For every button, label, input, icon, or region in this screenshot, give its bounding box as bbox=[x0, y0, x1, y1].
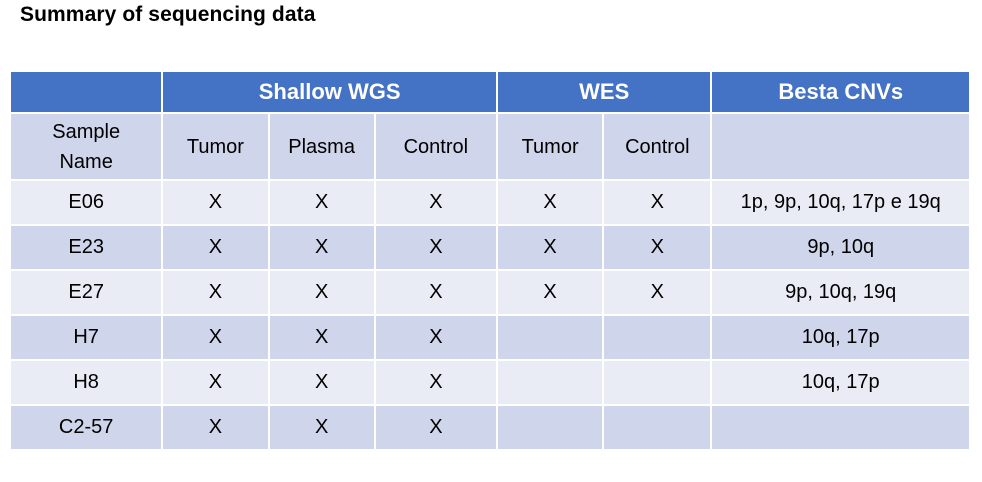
page-title: Summary of sequencing data bbox=[20, 3, 316, 26]
table-row: C2-57 X X X bbox=[11, 406, 969, 449]
cell-wgs-tumor: X bbox=[163, 226, 268, 269]
cell-cnvs: 9p, 10q bbox=[712, 226, 969, 269]
cell-cnvs: 10q, 17p bbox=[712, 361, 969, 404]
cell-cnvs: 10q, 17p bbox=[712, 316, 969, 359]
cell-wes-control: X bbox=[604, 181, 711, 224]
cell-wgs-control: X bbox=[375, 181, 496, 224]
cell-wes-control bbox=[604, 406, 711, 449]
cell-wes-control: X bbox=[604, 226, 711, 269]
sub-header-wes-control: Control bbox=[604, 114, 711, 179]
sequencing-summary-table: Shallow WGS WES Besta CNVs Sample Name T… bbox=[9, 70, 971, 451]
cell-cnvs bbox=[712, 406, 969, 449]
cell-wgs-plasma: X bbox=[269, 226, 374, 269]
cell-cnvs: 9p, 10q, 19q bbox=[712, 271, 969, 314]
cell-sample: E27 bbox=[11, 271, 162, 314]
cell-wgs-plasma: X bbox=[269, 316, 374, 359]
cell-cnvs: 1p, 9p, 10q, 17p e 19q bbox=[712, 181, 969, 224]
sub-header-row: Sample Name Tumor Plasma Control Tumor C… bbox=[11, 114, 969, 179]
cell-wgs-control: X bbox=[375, 316, 496, 359]
cell-wgs-plasma: X bbox=[269, 271, 374, 314]
group-header-wes: WES bbox=[498, 72, 711, 112]
sub-header-sample-name: Sample Name bbox=[11, 114, 162, 179]
cell-wgs-tumor: X bbox=[163, 271, 268, 314]
table-row: H8 X X X 10q, 17p bbox=[11, 361, 969, 404]
table-row: H7 X X X 10q, 17p bbox=[11, 316, 969, 359]
cell-wes-tumor: X bbox=[498, 181, 603, 224]
cell-wgs-tumor: X bbox=[163, 361, 268, 404]
table-row: E06 X X X X X 1p, 9p, 10q, 17p e 19q bbox=[11, 181, 969, 224]
cell-wgs-plasma: X bbox=[269, 181, 374, 224]
cell-wes-tumor bbox=[498, 406, 603, 449]
cell-wgs-control: X bbox=[375, 361, 496, 404]
cell-wes-tumor bbox=[498, 361, 603, 404]
cell-wes-control: X bbox=[604, 271, 711, 314]
group-header-shallow-wgs: Shallow WGS bbox=[163, 72, 496, 112]
cell-wes-tumor: X bbox=[498, 271, 603, 314]
cell-sample: H7 bbox=[11, 316, 162, 359]
cell-wes-tumor bbox=[498, 316, 603, 359]
cell-wgs-control: X bbox=[375, 406, 496, 449]
cell-wgs-tumor: X bbox=[163, 181, 268, 224]
cell-wgs-control: X bbox=[375, 271, 496, 314]
sub-header-wes-tumor: Tumor bbox=[498, 114, 603, 179]
cell-wgs-tumor: X bbox=[163, 406, 268, 449]
sub-header-cnvs bbox=[712, 114, 969, 179]
group-header-row: Shallow WGS WES Besta CNVs bbox=[11, 72, 969, 112]
cell-wgs-plasma: X bbox=[269, 406, 374, 449]
sub-header-wgs-plasma: Plasma bbox=[269, 114, 374, 179]
cell-wgs-control: X bbox=[375, 226, 496, 269]
cell-wgs-plasma: X bbox=[269, 361, 374, 404]
sub-header-wgs-tumor: Tumor bbox=[163, 114, 268, 179]
cell-wes-control bbox=[604, 316, 711, 359]
cell-sample: H8 bbox=[11, 361, 162, 404]
table-row: E27 X X X X X 9p, 10q, 19q bbox=[11, 271, 969, 314]
cell-sample: E23 bbox=[11, 226, 162, 269]
cell-wgs-tumor: X bbox=[163, 316, 268, 359]
cell-sample: C2-57 bbox=[11, 406, 162, 449]
cell-sample: E06 bbox=[11, 181, 162, 224]
table-row: E23 X X X X X 9p, 10q bbox=[11, 226, 969, 269]
group-header-empty bbox=[11, 72, 162, 112]
sub-header-wgs-control: Control bbox=[375, 114, 496, 179]
cell-wes-tumor: X bbox=[498, 226, 603, 269]
cell-wes-control bbox=[604, 361, 711, 404]
group-header-besta-cnvs: Besta CNVs bbox=[712, 72, 969, 112]
